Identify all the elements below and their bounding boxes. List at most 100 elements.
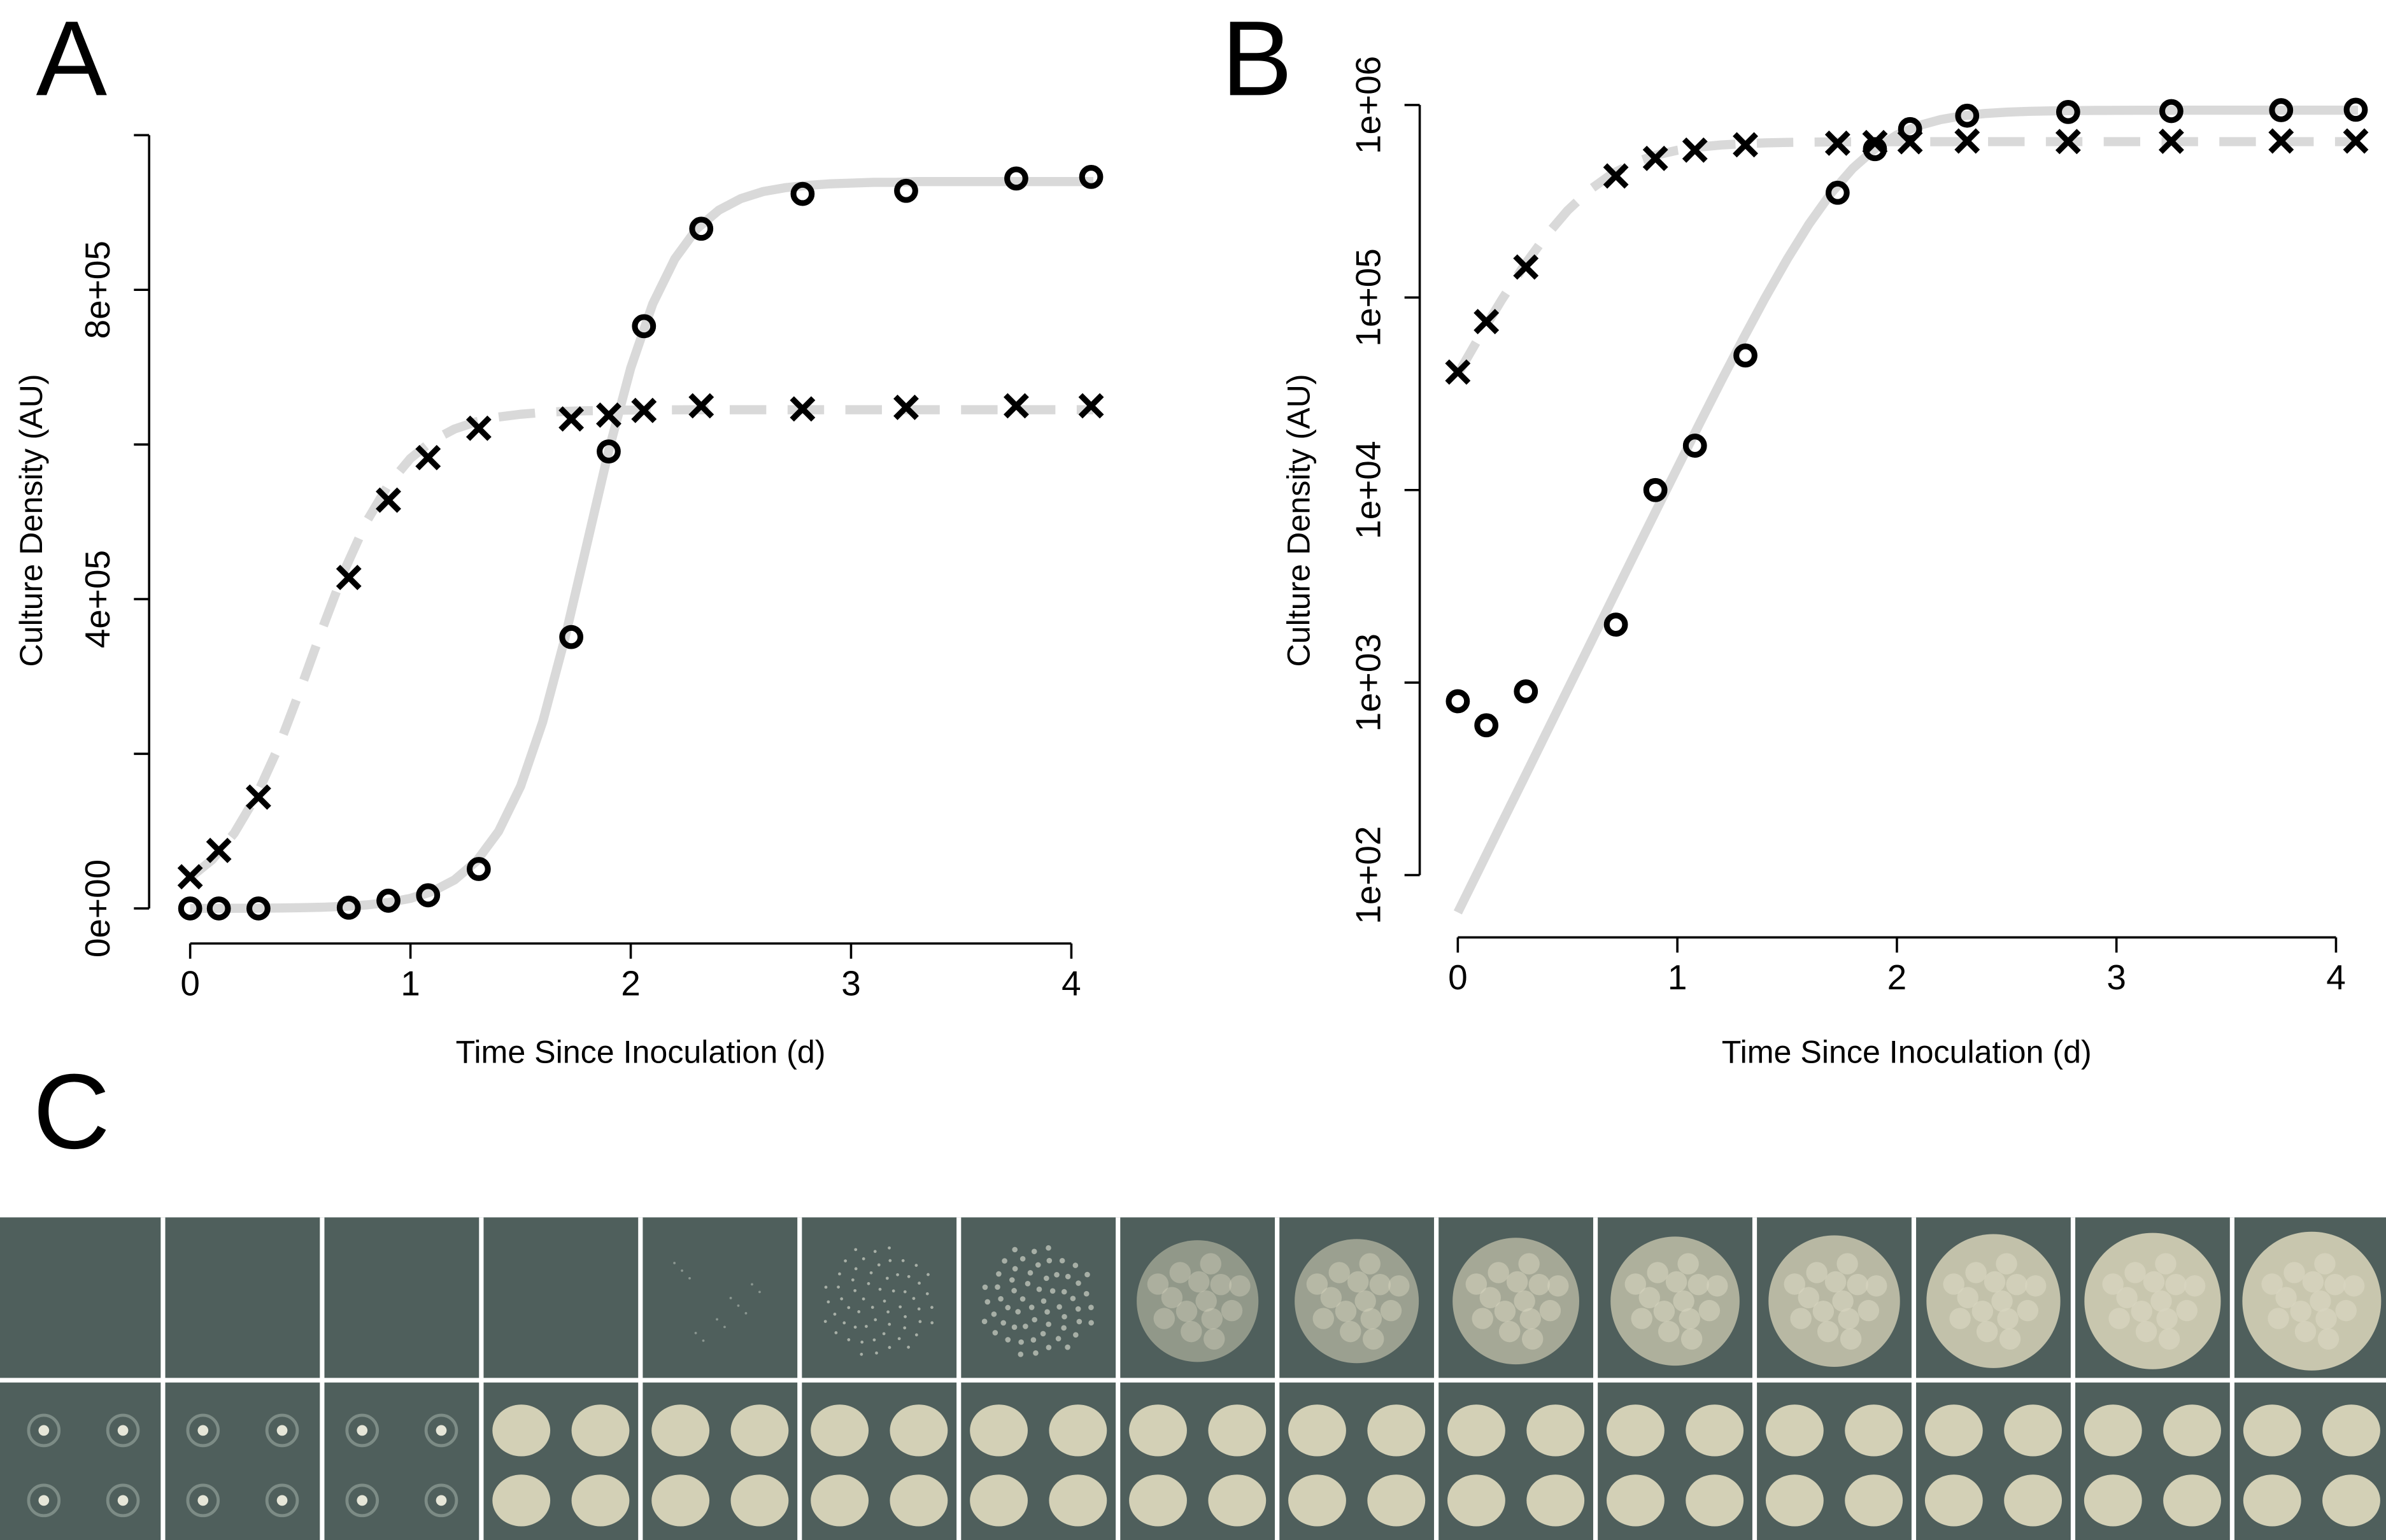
spot	[38, 1425, 50, 1436]
speck	[694, 1332, 697, 1334]
data-point	[1824, 131, 1850, 156]
speck	[1000, 1320, 1007, 1326]
colony-lobe	[2017, 1299, 2039, 1322]
colony-lobe	[1957, 1287, 1978, 1308]
colony-lobe	[1354, 1290, 1376, 1312]
spot	[2243, 1404, 2301, 1457]
speck	[869, 1271, 873, 1275]
spot-ring	[106, 1413, 140, 1448]
speck	[862, 1297, 865, 1301]
colony-lobe	[1838, 1308, 1859, 1330]
colony-lobe	[1949, 1308, 1971, 1329]
spot	[2084, 1474, 2142, 1527]
speck	[1018, 1339, 1024, 1345]
speck	[729, 1297, 732, 1299]
panel-label: B	[1221, 0, 1293, 118]
speck	[1076, 1280, 1081, 1286]
speck	[1035, 1262, 1041, 1268]
colony-lobe	[1195, 1290, 1217, 1312]
data-point	[1825, 180, 1850, 205]
colony-lobe	[1499, 1320, 1521, 1343]
colony-lobe	[2283, 1262, 2305, 1283]
spot	[117, 1495, 129, 1506]
spot	[1607, 1404, 1665, 1457]
colony-lobe	[1147, 1273, 1169, 1295]
speck	[891, 1289, 895, 1293]
speck	[901, 1259, 905, 1262]
colony-lobe	[2143, 1271, 2165, 1293]
data-point	[689, 216, 714, 241]
colony-lobe	[1836, 1253, 1858, 1275]
data-point	[1004, 166, 1028, 191]
spot	[1924, 1404, 1983, 1457]
colony-lobe	[1806, 1262, 1828, 1283]
colony-lobe	[1175, 1301, 1198, 1322]
speck	[860, 1352, 863, 1356]
speck	[1015, 1309, 1021, 1315]
x-tick-label: 0	[1448, 957, 1468, 997]
speck	[1065, 1273, 1071, 1280]
colony-lobe	[1181, 1320, 1202, 1343]
spot	[1765, 1474, 1824, 1527]
x-tick-label: 1	[401, 963, 420, 1003]
spot	[1924, 1474, 1983, 1527]
speck	[854, 1267, 858, 1271]
colony-lobe	[2261, 1273, 2283, 1295]
colony	[1295, 1239, 1419, 1364]
y-tick-label: 8e+05	[78, 241, 117, 339]
speck	[1054, 1272, 1060, 1278]
spot	[276, 1425, 288, 1436]
speck	[992, 1330, 998, 1336]
colony-lobe	[1817, 1320, 1839, 1343]
colony-lobe	[2131, 1301, 2153, 1322]
spot	[1367, 1404, 1426, 1457]
colony-lobe	[1658, 1320, 1680, 1343]
speck	[1046, 1345, 1052, 1350]
spot	[1208, 1474, 1267, 1527]
spot	[436, 1425, 447, 1436]
data-point	[2159, 99, 2184, 124]
speck	[867, 1282, 870, 1285]
speck	[870, 1306, 874, 1309]
speck	[1031, 1248, 1037, 1255]
speck	[702, 1339, 705, 1342]
speck	[991, 1311, 997, 1317]
data-point	[1004, 393, 1029, 419]
colony-lobe	[1204, 1328, 1225, 1350]
speck	[840, 1297, 844, 1301]
data-point	[1079, 165, 1104, 189]
speck	[912, 1297, 916, 1301]
colony-lobe	[1312, 1308, 1335, 1329]
colony-photo-grid	[0, 1217, 2386, 1540]
colony-lobe	[1229, 1275, 1251, 1297]
colony-lobe	[1518, 1253, 1540, 1275]
speck	[1083, 1290, 1090, 1297]
speck	[1005, 1337, 1011, 1343]
colony-lobe	[1514, 1290, 1535, 1312]
speck	[737, 1304, 740, 1307]
data-point	[177, 864, 203, 890]
data-point	[893, 394, 919, 420]
colony-lobe	[1943, 1273, 1964, 1295]
speck	[844, 1259, 848, 1262]
y-tick-label: 4e+05	[78, 550, 117, 648]
data-point	[206, 896, 231, 921]
speck	[681, 1269, 683, 1272]
data-point	[2343, 97, 2368, 122]
colony-lobe	[1494, 1301, 1516, 1322]
data-point	[245, 784, 271, 810]
speck	[888, 1322, 891, 1326]
speck	[1030, 1337, 1037, 1343]
speck	[853, 1325, 857, 1329]
speck	[1049, 1288, 1056, 1294]
colony-lobe	[2315, 1308, 2337, 1330]
speck	[1011, 1288, 1017, 1294]
spot	[197, 1495, 209, 1506]
data-point	[597, 439, 621, 463]
spot	[1447, 1474, 1505, 1527]
colony-lobe	[1153, 1308, 1175, 1329]
colony-lobe	[1388, 1275, 1410, 1297]
speck	[907, 1345, 911, 1349]
y-tick-label: 1e+04	[1349, 441, 1388, 539]
colony-lobe	[1200, 1253, 1221, 1275]
